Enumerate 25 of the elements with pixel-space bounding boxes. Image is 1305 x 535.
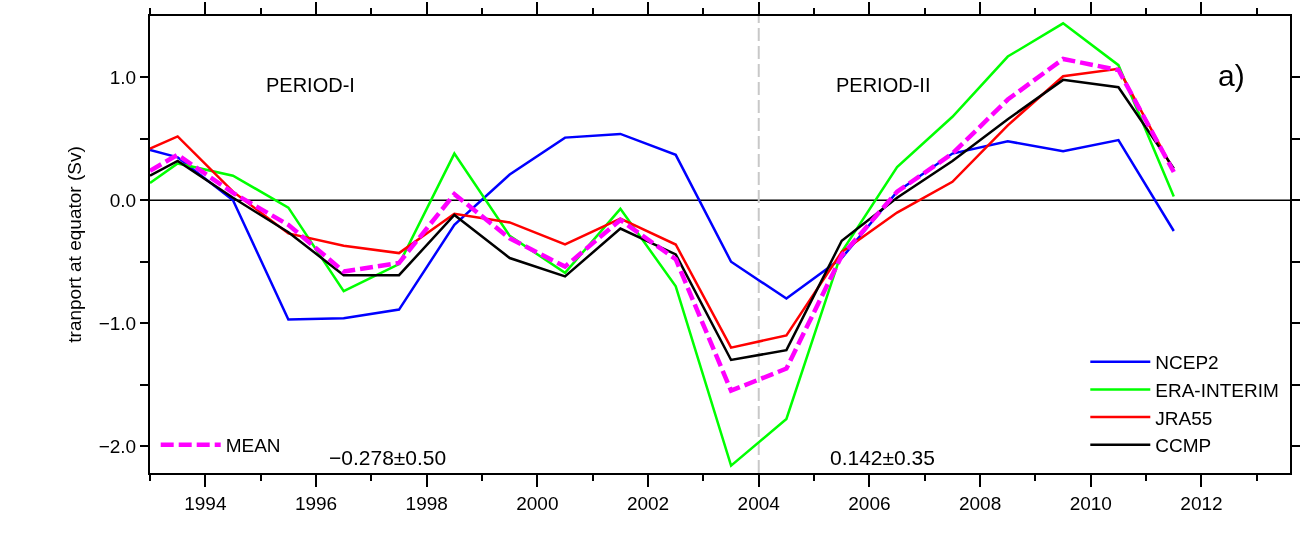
x-tick-label: 2004 [737, 492, 781, 514]
x-tick-label: 2000 [516, 492, 559, 514]
y-axis-title: tranport at equator (Sv) [64, 146, 86, 343]
y-tick-label: 1.0 [109, 67, 137, 89]
legend-label: ERA-INTERIM [1155, 379, 1279, 401]
x-tick-label: 2010 [1069, 492, 1112, 514]
y-tick-label: −2.0 [98, 435, 137, 457]
legend-label: MEAN [225, 435, 281, 457]
x-tick-label: 1994 [184, 492, 227, 514]
x-tick-label: 2006 [848, 492, 891, 514]
annotation: −0.278±0.50 [329, 446, 447, 469]
annotation: PERIOD-II [836, 74, 931, 96]
legend-label: CCMP [1155, 435, 1212, 457]
x-tick-label: 1996 [294, 492, 338, 514]
y-tick-label: −1.0 [98, 312, 137, 334]
legend-label: NCEP2 [1155, 352, 1219, 374]
x-tick-label: 2008 [958, 492, 1002, 514]
legend-label: JRA55 [1155, 407, 1213, 429]
x-tick-label: 1998 [405, 492, 448, 514]
annotation: a) [1218, 59, 1245, 92]
annotation: 0.142±0.35 [830, 446, 935, 469]
annotation: PERIOD-I [266, 74, 355, 96]
x-tick-label: 2012 [1180, 492, 1223, 514]
x-tick-label: 2002 [626, 492, 670, 514]
y-tick-label: 0.0 [109, 189, 137, 211]
